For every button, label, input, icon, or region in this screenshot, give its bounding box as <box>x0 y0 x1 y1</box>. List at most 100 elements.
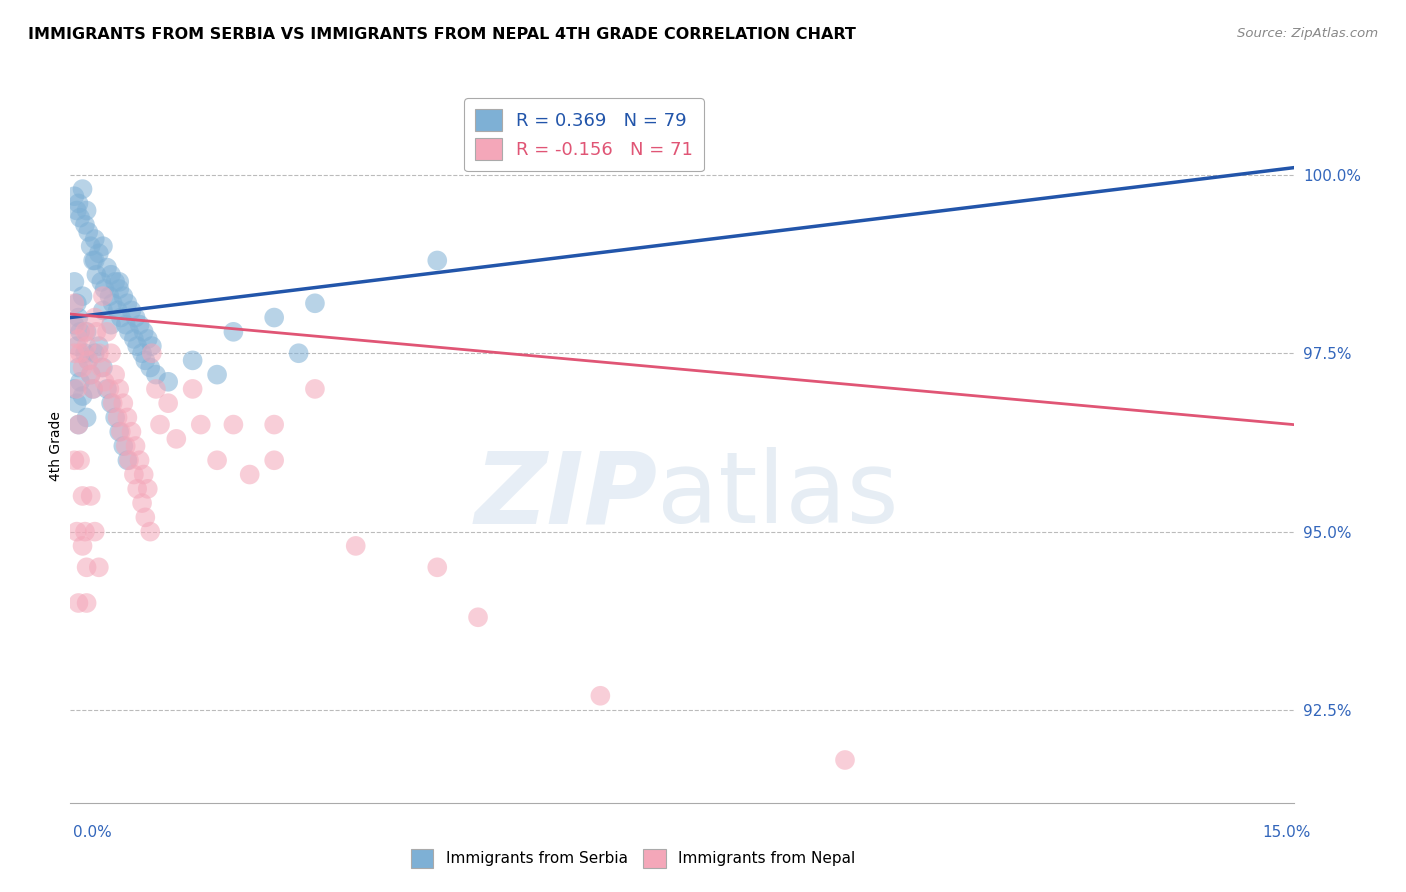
Point <box>63 275 86 289</box>
Point <box>205 453 228 467</box>
Point <box>63 382 86 396</box>
Point <box>79 239 103 253</box>
Point <box>76 410 98 425</box>
Text: 0.0%: 0.0% <box>73 825 112 840</box>
Point <box>222 417 245 432</box>
Point <box>107 410 129 425</box>
Point <box>139 524 162 539</box>
Point <box>86 268 108 282</box>
Point <box>134 353 156 368</box>
Point <box>121 303 143 318</box>
Text: Source: ZipAtlas.com: Source: ZipAtlas.com <box>1237 27 1378 40</box>
Point <box>114 318 136 332</box>
Point <box>117 296 139 310</box>
Point <box>98 289 121 303</box>
Point <box>222 325 245 339</box>
Point <box>66 396 89 410</box>
Point <box>69 325 91 339</box>
Point <box>67 417 90 432</box>
Point <box>263 310 285 325</box>
Y-axis label: 4th Grade: 4th Grade <box>49 411 63 481</box>
Point <box>263 417 285 432</box>
Point <box>131 496 153 510</box>
Point <box>67 310 90 325</box>
Point <box>132 467 155 482</box>
Point <box>157 375 180 389</box>
Point <box>124 439 146 453</box>
Point <box>67 360 90 375</box>
Point <box>149 417 172 432</box>
Point <box>77 225 100 239</box>
Point <box>122 332 145 346</box>
Point <box>76 560 98 574</box>
Point <box>114 439 136 453</box>
Point <box>132 325 155 339</box>
Point <box>86 325 108 339</box>
Point <box>104 410 127 425</box>
Point <box>79 368 103 382</box>
Point <box>72 389 94 403</box>
Point <box>87 339 110 353</box>
Point <box>117 453 139 467</box>
Point <box>118 453 141 467</box>
Point <box>72 289 94 303</box>
Point <box>76 339 98 353</box>
Point <box>69 211 91 225</box>
Point <box>112 439 135 453</box>
Point <box>66 203 89 218</box>
Point <box>834 753 856 767</box>
Point <box>128 453 150 467</box>
Point <box>67 332 90 346</box>
Point <box>87 346 110 360</box>
Point <box>76 596 98 610</box>
Point <box>82 253 104 268</box>
Point <box>304 296 326 310</box>
Point <box>72 489 94 503</box>
Point <box>82 382 104 396</box>
Point <box>90 360 112 375</box>
Point <box>73 218 96 232</box>
Point <box>63 296 86 310</box>
Point <box>108 382 131 396</box>
Point <box>73 325 96 339</box>
Point <box>157 396 180 410</box>
Point <box>77 353 100 368</box>
Point <box>72 182 94 196</box>
Point <box>110 310 132 325</box>
Point <box>66 296 89 310</box>
Point <box>79 489 103 503</box>
Point <box>181 382 204 396</box>
Point <box>83 346 105 360</box>
Point <box>100 318 122 332</box>
Point <box>63 453 86 467</box>
Point <box>112 396 135 410</box>
Point <box>67 596 90 610</box>
Point <box>76 325 98 339</box>
Point <box>263 453 285 467</box>
Point <box>131 346 153 360</box>
Point <box>589 689 612 703</box>
Point <box>145 368 167 382</box>
Point <box>73 524 96 539</box>
Point <box>141 339 163 353</box>
Point <box>79 368 103 382</box>
Point <box>69 453 91 467</box>
Point <box>165 432 187 446</box>
Point <box>82 382 104 396</box>
Point <box>98 382 121 396</box>
Point <box>83 232 105 246</box>
Point <box>287 346 309 360</box>
Point <box>63 189 86 203</box>
Point <box>87 560 110 574</box>
Point <box>67 196 90 211</box>
Point <box>117 410 139 425</box>
Point <box>63 346 86 360</box>
Point <box>107 303 129 318</box>
Point <box>101 396 124 410</box>
Point <box>344 539 367 553</box>
Point <box>91 289 114 303</box>
Point <box>136 482 159 496</box>
Point <box>63 318 86 332</box>
Point <box>467 610 489 624</box>
Point <box>145 382 167 396</box>
